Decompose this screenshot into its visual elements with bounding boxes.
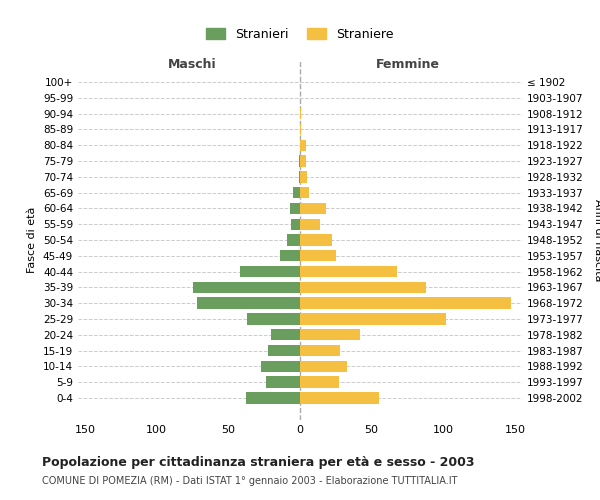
Bar <box>300 376 338 388</box>
Bar <box>300 140 306 151</box>
Bar <box>300 187 308 198</box>
Y-axis label: Fasce di età: Fasce di età <box>28 207 37 273</box>
Legend: Stranieri, Straniere: Stranieri, Straniere <box>202 23 398 46</box>
Bar <box>299 156 300 166</box>
Bar <box>300 360 347 372</box>
Bar <box>300 392 379 404</box>
Bar <box>240 266 300 278</box>
Bar <box>300 329 360 340</box>
Bar <box>290 202 300 214</box>
Bar <box>300 345 340 356</box>
Bar <box>300 156 306 166</box>
Bar <box>300 108 301 120</box>
Bar <box>299 171 300 182</box>
Text: Maschi: Maschi <box>168 58 217 71</box>
Bar <box>300 250 336 262</box>
Bar <box>300 266 397 278</box>
Bar <box>300 202 326 214</box>
Bar <box>300 298 511 309</box>
Text: Femmine: Femmine <box>376 58 439 71</box>
Bar <box>280 250 300 262</box>
Bar <box>266 376 300 388</box>
Bar <box>193 282 300 293</box>
Bar <box>300 218 320 230</box>
Bar <box>268 345 300 356</box>
Text: COMUNE DI POMEZIA (RM) - Dati ISTAT 1° gennaio 2003 - Elaborazione TUTTITALIA.IT: COMUNE DI POMEZIA (RM) - Dati ISTAT 1° g… <box>42 476 458 486</box>
Bar <box>197 298 300 309</box>
Bar <box>300 282 426 293</box>
Bar <box>300 171 307 182</box>
Bar <box>271 329 300 340</box>
Bar <box>300 234 332 246</box>
Bar <box>300 314 446 324</box>
Bar <box>245 392 300 404</box>
Bar <box>262 360 300 372</box>
Bar <box>300 124 301 135</box>
Text: Popolazione per cittadinanza straniera per età e sesso - 2003: Popolazione per cittadinanza straniera p… <box>42 456 475 469</box>
Bar <box>287 234 300 246</box>
Bar <box>292 218 300 230</box>
Bar <box>247 314 300 324</box>
Bar <box>293 187 300 198</box>
Y-axis label: Anni di nascita: Anni di nascita <box>593 198 600 281</box>
